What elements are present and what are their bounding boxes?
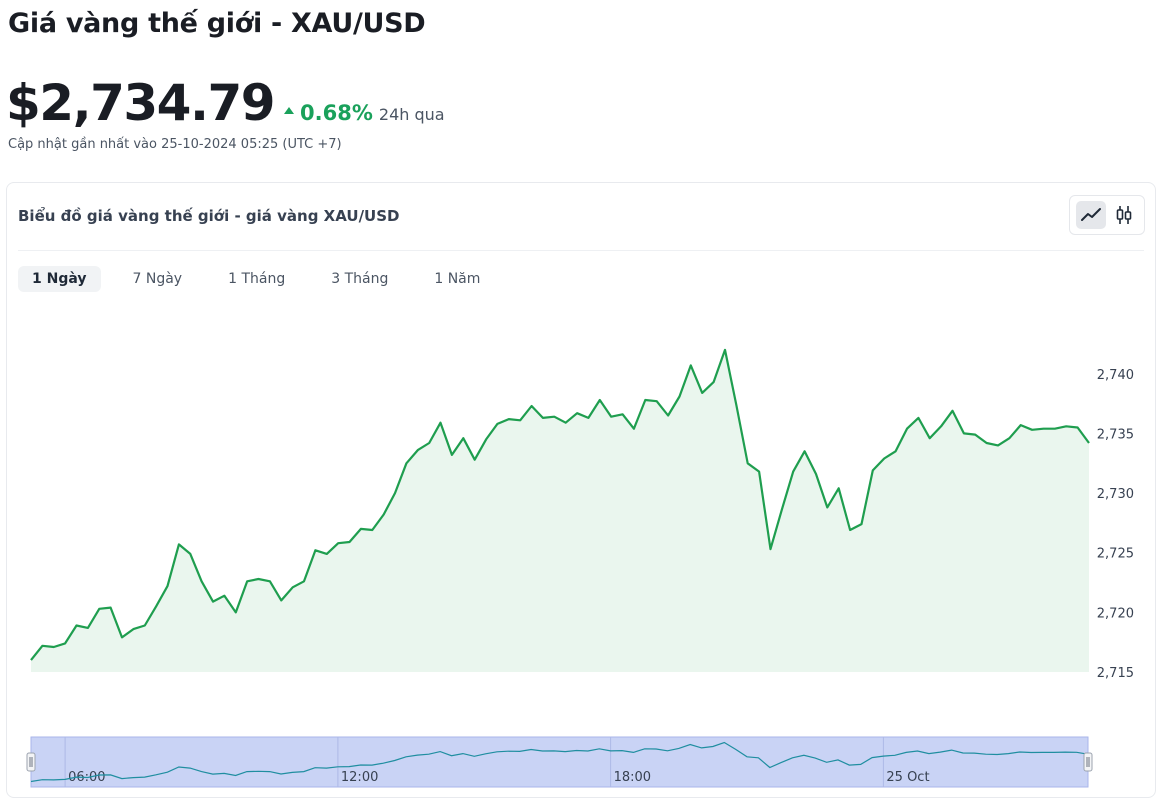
line-chart-button[interactable] [1075,201,1106,229]
y-tick-label: 2,735 [1097,427,1134,442]
range-tabs: 1 Ngày 7 Ngày 1 Tháng 3 Tháng 1 Năm [18,266,512,292]
tab-1-day[interactable]: 1 Ngày [18,266,101,292]
chart-title: Biểu đồ giá vàng thế giới - giá vàng XAU… [18,207,400,225]
y-tick-label: 2,715 [1097,666,1134,681]
candlestick-button[interactable] [1109,201,1139,229]
tab-3-months[interactable]: 3 Tháng [331,271,389,287]
tab-7-days[interactable]: 7 Ngày [132,271,183,287]
divider [18,250,1144,251]
price-area [31,349,1089,672]
current-price: $2,734.79 [6,74,276,132]
navigator-range [30,736,1089,788]
y-tick-label: 2,720 [1097,606,1134,621]
y-tick-label: 2,740 [1097,368,1134,383]
chart-type-toggle [1069,195,1145,235]
page-title: Giá vàng thế giới - XAU/USD [8,8,426,39]
price-line [30,348,1090,661]
navigator-label: 12:00 [341,770,378,785]
navigator-right-handle[interactable] [1083,752,1093,772]
tab-1-month[interactable]: 1 Tháng [228,271,286,287]
navigator-label: 18:00 [614,770,651,785]
last-updated: Cập nhật gần nhất vào 25-10-2024 05:25 (… [8,137,342,152]
y-tick-label: 2,730 [1097,487,1134,502]
tab-1-year[interactable]: 1 Năm [434,271,481,287]
price-change: 0.68% 24h qua [284,101,445,125]
change-percent: 0.68% [300,101,373,125]
up-arrow-icon [284,107,295,114]
navigator-left-handle[interactable] [26,752,36,772]
navigator-label: 25 Oct [886,770,929,785]
line-chart-icon [1080,208,1101,221]
y-tick-label: 2,725 [1097,547,1134,562]
change-period: 24h qua [378,105,445,124]
navigator-line [30,741,1089,783]
price-summary: $2,734.79 0.68% 24h qua [6,74,445,132]
candlestick-icon [1116,206,1131,224]
